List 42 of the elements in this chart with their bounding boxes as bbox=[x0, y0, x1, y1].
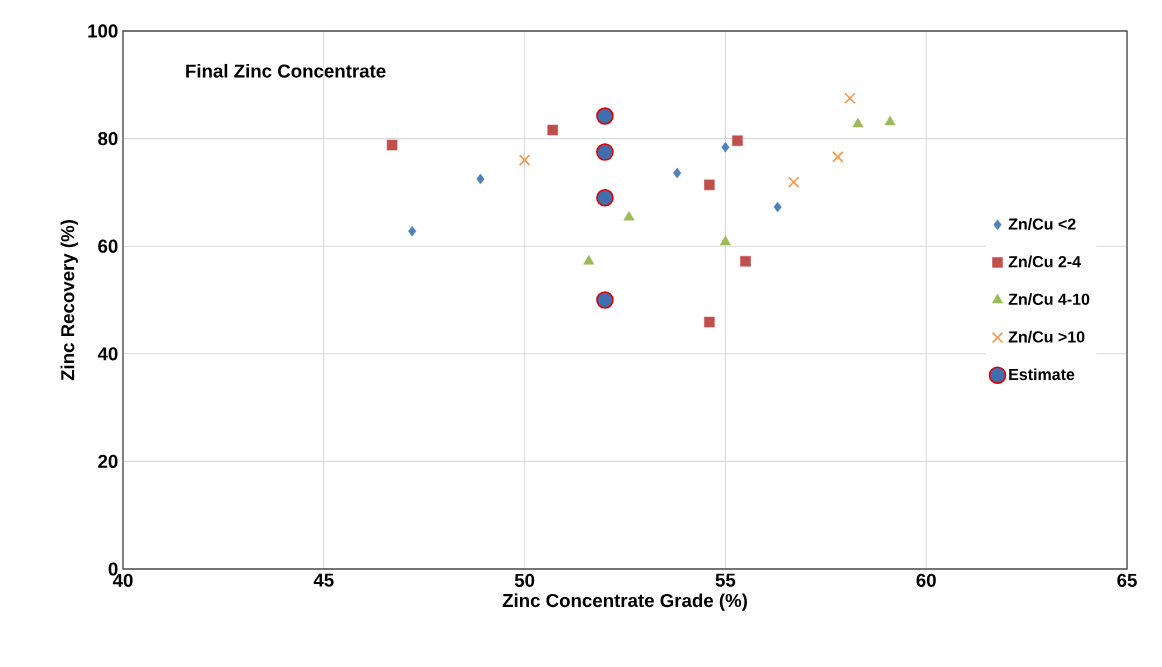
point bbox=[773, 201, 782, 213]
point bbox=[721, 141, 730, 153]
legend-label: Zn/Cu <2 bbox=[1008, 218, 1076, 230]
point bbox=[852, 117, 864, 128]
legend-label: Zn/Cu 2-4 bbox=[1008, 255, 1081, 268]
point bbox=[518, 154, 531, 166]
point bbox=[704, 316, 715, 328]
point bbox=[673, 167, 682, 179]
legend-label: Zn/Cu 4-10 bbox=[1008, 293, 1090, 306]
text: Final Zinc Concentrate bbox=[186, 63, 386, 78]
point bbox=[884, 115, 896, 126]
y-tick-label: 20 bbox=[98, 454, 118, 469]
point bbox=[704, 179, 715, 191]
point bbox=[408, 225, 417, 237]
point bbox=[596, 291, 614, 309]
point bbox=[547, 124, 558, 136]
x-tick-label: 45 bbox=[313, 573, 334, 587]
point bbox=[732, 135, 743, 147]
point bbox=[832, 151, 844, 163]
point bbox=[583, 254, 595, 265]
point bbox=[596, 188, 614, 207]
y-tick-label: 60 bbox=[98, 239, 118, 253]
legend-label: Estimate bbox=[1009, 368, 1075, 381]
point bbox=[386, 139, 398, 151]
point bbox=[719, 235, 731, 246]
x-tick-label: 65 bbox=[1117, 573, 1137, 587]
point bbox=[740, 255, 751, 267]
point bbox=[787, 176, 800, 188]
point bbox=[844, 92, 856, 104]
point bbox=[596, 143, 614, 161]
y-axis-title: Zinc Recovery (%) bbox=[60, 220, 78, 381]
x-tick-label: 60 bbox=[916, 573, 936, 587]
y-tick-label: 80 bbox=[98, 131, 118, 146]
y-tick-label: 100 bbox=[88, 24, 118, 38]
y-tick-label: 40 bbox=[97, 347, 118, 361]
point bbox=[623, 210, 635, 221]
x-tick-label: 50 bbox=[514, 573, 535, 587]
point bbox=[476, 173, 485, 185]
legend-label: Zn/Cu >10 bbox=[1008, 330, 1085, 343]
x-axis-title: Zinc Concentrate Grade (%) bbox=[502, 593, 747, 611]
x-tick-label: 55 bbox=[715, 573, 736, 587]
point bbox=[596, 107, 614, 125]
